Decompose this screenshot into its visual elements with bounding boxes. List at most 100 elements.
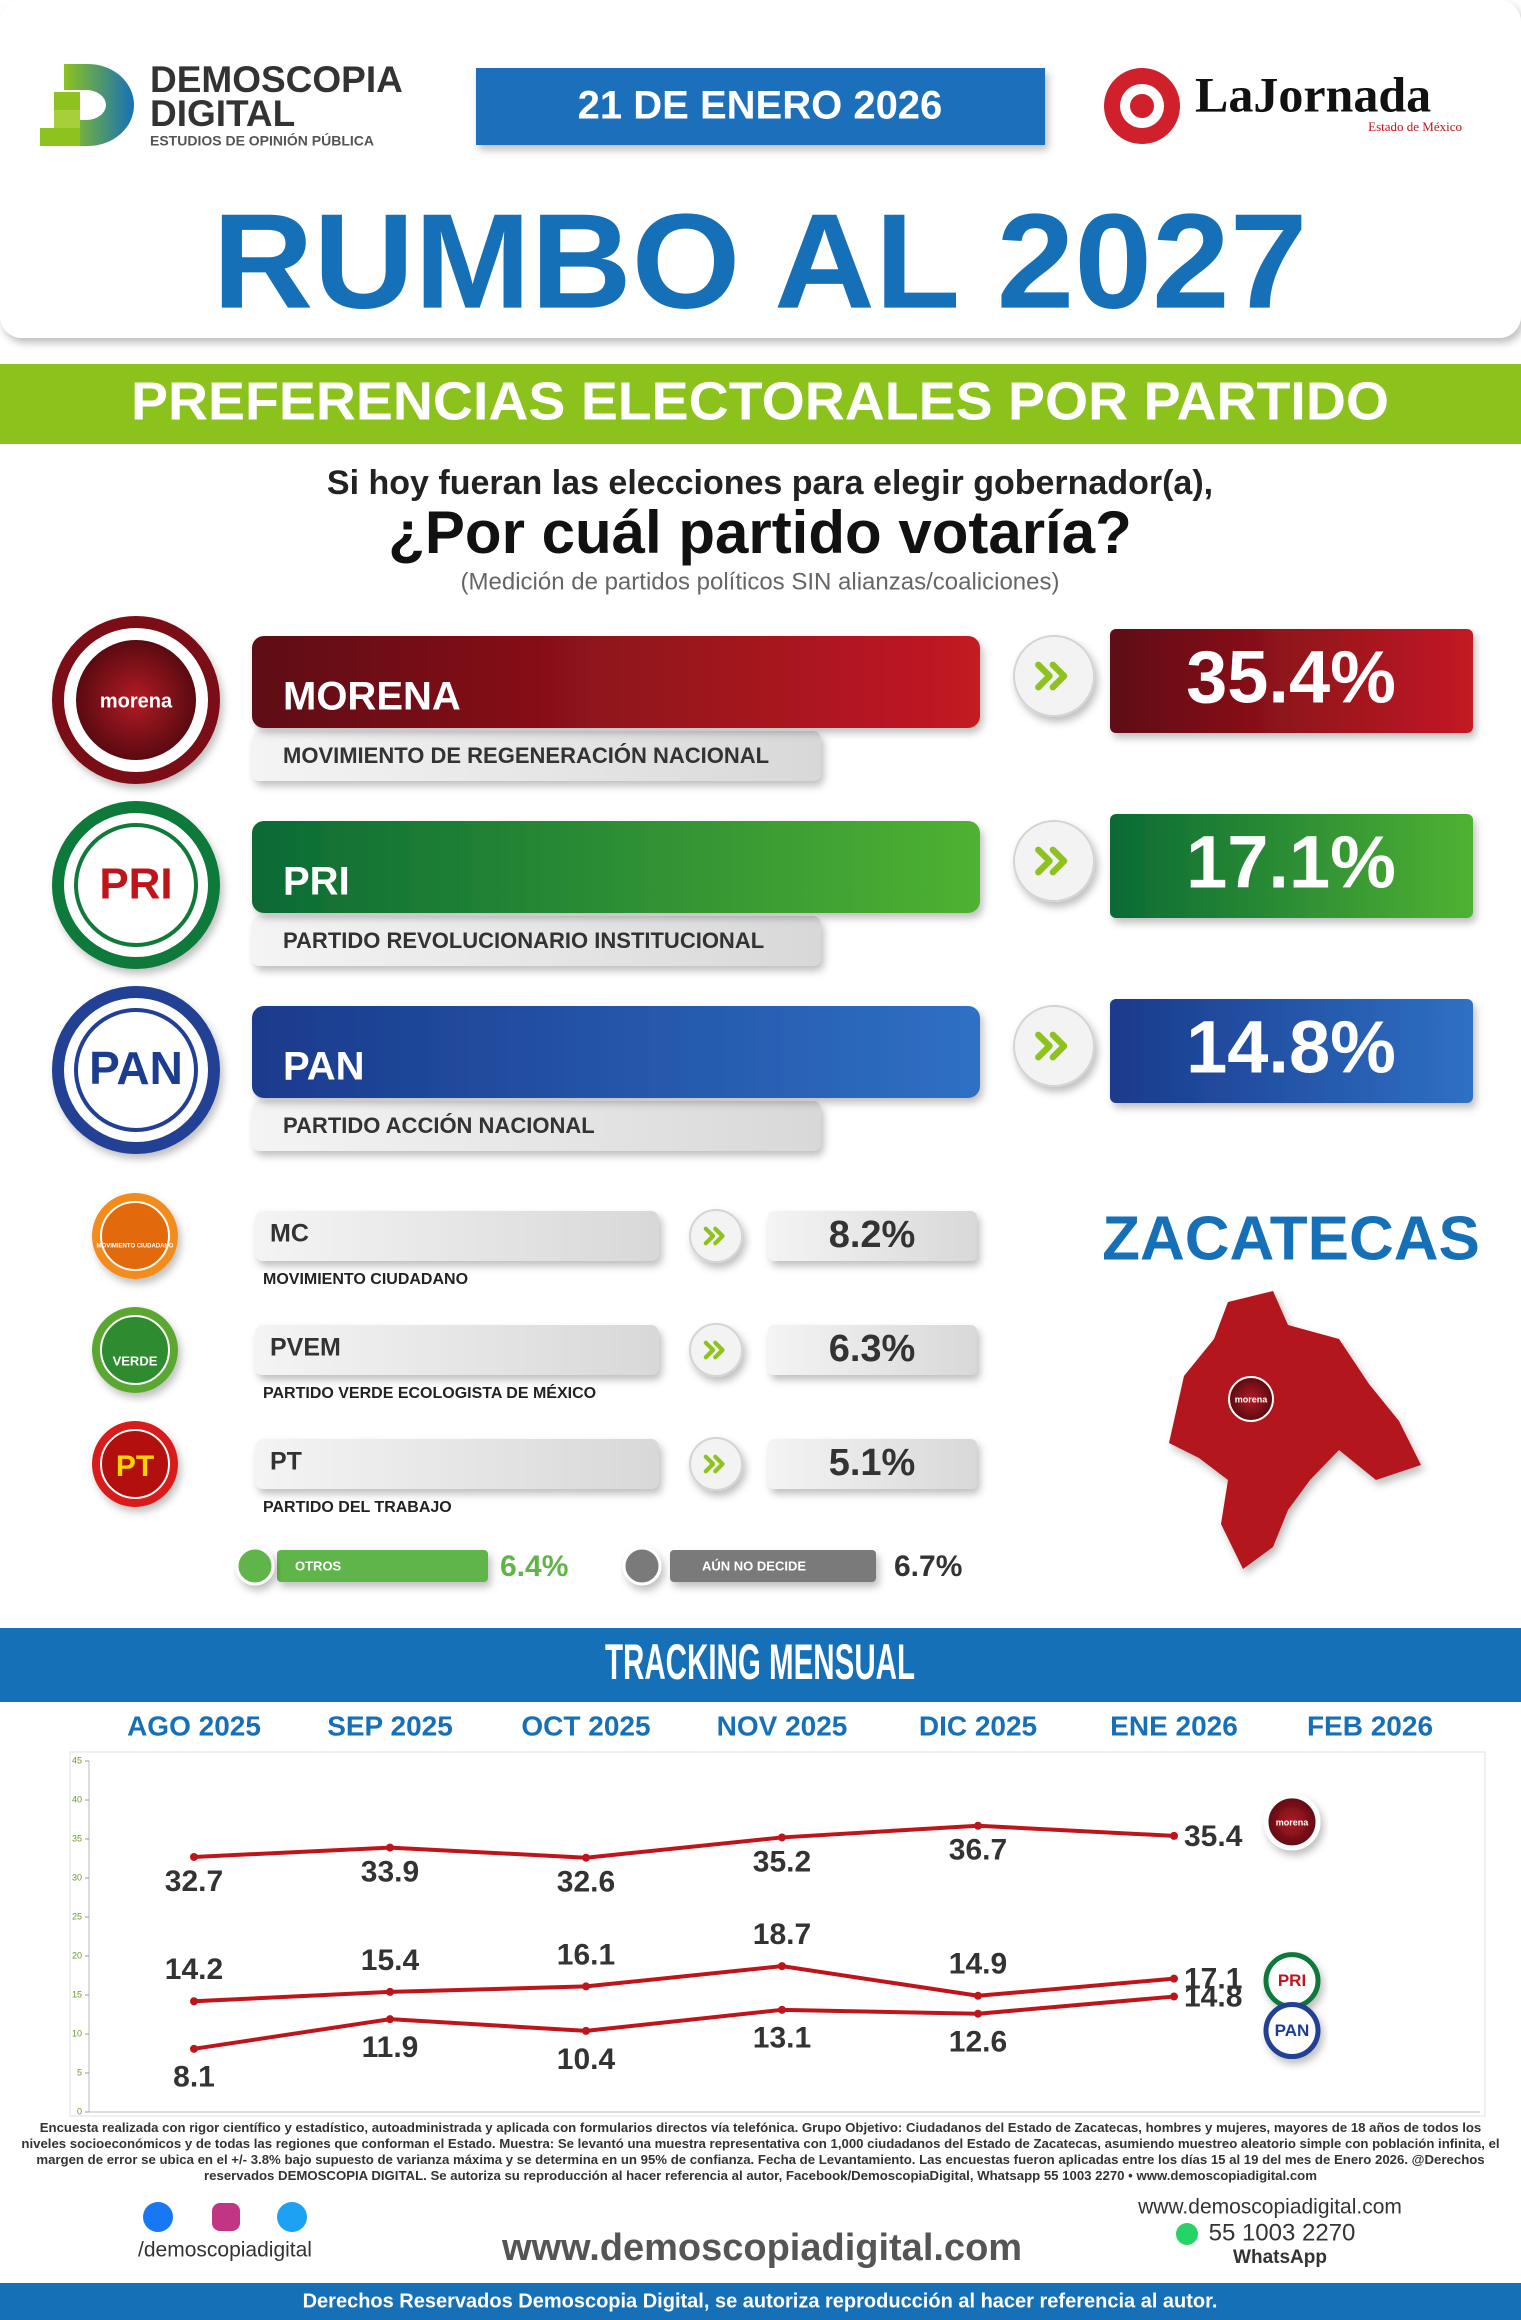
x-tick-label: ENE 2026 [1110,1710,1238,1741]
legend-label: PRI [1278,1971,1306,1990]
arrow-circle [1013,1005,1095,1087]
party-name: PT [270,1448,302,1476]
party-full-name: PARTIDO VERDE ECOLOGISTA DE MÉXICO [263,1383,596,1402]
party-subbar [252,731,821,781]
party-logo [76,640,196,760]
party-full-name: PARTIDO ACCIÓN NACIONAL [283,1113,595,1138]
question-main: ¿Por cuál partido votaría? [388,499,1131,566]
phone-label: WhatsApp [1233,2247,1327,2268]
data-label: 32.7 [165,1865,223,1898]
series-point [1170,1992,1178,2001]
state-map [1169,1291,1421,1569]
whatsapp-icon [1176,2223,1198,2245]
x-tick-label: OCT 2025 [521,1710,650,1741]
other-icon [622,1546,662,1586]
website[interactable]: www.demoscopiadigital.com [501,2227,1022,2269]
partner: LaJornada [1195,66,1431,122]
series-point [1170,1831,1178,1840]
series-point [778,1962,786,1971]
legend-logo [1263,2002,1321,2060]
y-tick-label: 10 [72,2028,82,2038]
result-box [768,1439,977,1489]
series-point [974,2009,982,2018]
party-name: PAN [283,1045,364,1089]
social-handle: /demoscopiadigital [138,2239,312,2262]
party-logo [100,1429,170,1499]
series-point [1170,1974,1178,1983]
party-bar [252,821,980,913]
result: 5.1% [829,1442,916,1484]
party-logo-text: morena [100,690,173,712]
question-note: (Medición de partidos políticos SIN alia… [461,568,1060,595]
party-logo [100,1201,170,1271]
series-point [386,1843,394,1852]
brand: DEMOSCOPIA [150,59,403,100]
party-logo [74,1008,198,1132]
result: 6.3% [829,1328,916,1370]
arrow-chevron [713,1454,725,1474]
arrow-chevron [713,1340,725,1360]
other-icon [235,1546,275,1586]
arrow-chevron [1049,846,1068,876]
state-winner-logo [1228,1376,1274,1422]
date-box [476,68,1045,145]
party-logo-text: PAN [89,1042,183,1094]
social-icons [143,2202,307,2232]
brand-logo [40,64,134,146]
arrow-circle [1013,820,1095,902]
y-tick-label: 0 [77,2106,82,2116]
arrow-chevron [1035,1031,1053,1061]
facebook-icon[interactable] [143,2202,173,2232]
party-subbar [252,916,821,966]
party-bar [255,1439,659,1489]
series-point [582,2026,590,2035]
arrow-chevron [703,1226,716,1246]
y-tick-label: 30 [72,1872,82,1882]
chart-frame [69,1751,1486,2117]
y-tick-label: 40 [72,1794,82,1804]
party-logo-text: PRI [99,860,172,909]
y-tick-label: 25 [72,1911,82,1921]
result: 35.4% [1186,636,1396,719]
series-line [193,1994,1175,2051]
instagram-icon[interactable] [212,2203,240,2231]
y-tick-label: 35 [72,1833,82,1843]
party-name: MORENA [283,675,461,719]
other-bar [670,1550,876,1582]
series-point [778,2005,786,2014]
result-box [768,1211,977,1261]
arrow-chevron [1049,661,1068,691]
data-label: 35.2 [753,1845,811,1878]
series-point [190,2044,198,2053]
arrow-chevron [1035,661,1053,691]
series-line [193,1964,1175,2004]
data-label: 18.7 [753,1918,811,1951]
series-point [582,1853,590,1862]
arrow-chevron [703,1454,716,1474]
data-label: 13.1 [753,2022,811,2055]
contact-website[interactable]: www.demoscopiadigital.com [1137,2196,1402,2219]
logo-block [54,92,80,110]
party-full-name: MOVIMIENTO DE REGENERACIÓN NACIONAL [283,743,769,768]
arrow-circle [689,1323,743,1377]
twitter-icon[interactable] [277,2202,307,2232]
data-label: 17.1 [1184,1963,1242,1996]
series-point [974,1821,982,1830]
data-label: 16.1 [557,1938,615,1971]
x-tick-label: NOV 2025 [717,1710,848,1741]
data-label: 15.4 [361,1944,420,1977]
data-label: 12.6 [949,2026,1007,2059]
other-bar [277,1550,488,1582]
y-tick-label: 45 [72,1755,82,1765]
series-line [193,1823,1175,1860]
other-label: AÚN NO DECIDE [702,1558,806,1573]
chart-title: TRACKING MENSUAL [605,1634,915,1690]
party-name: PVEM [270,1334,341,1362]
party-bar [255,1325,659,1375]
data-label: 32.6 [557,1866,615,1899]
party-name: MC [270,1220,309,1248]
party-full-name: PARTIDO DEL TRABAJO [263,1499,452,1516]
series-point [386,1987,394,1996]
section-band [0,364,1521,444]
y-tick-label: 5 [77,2067,82,2077]
